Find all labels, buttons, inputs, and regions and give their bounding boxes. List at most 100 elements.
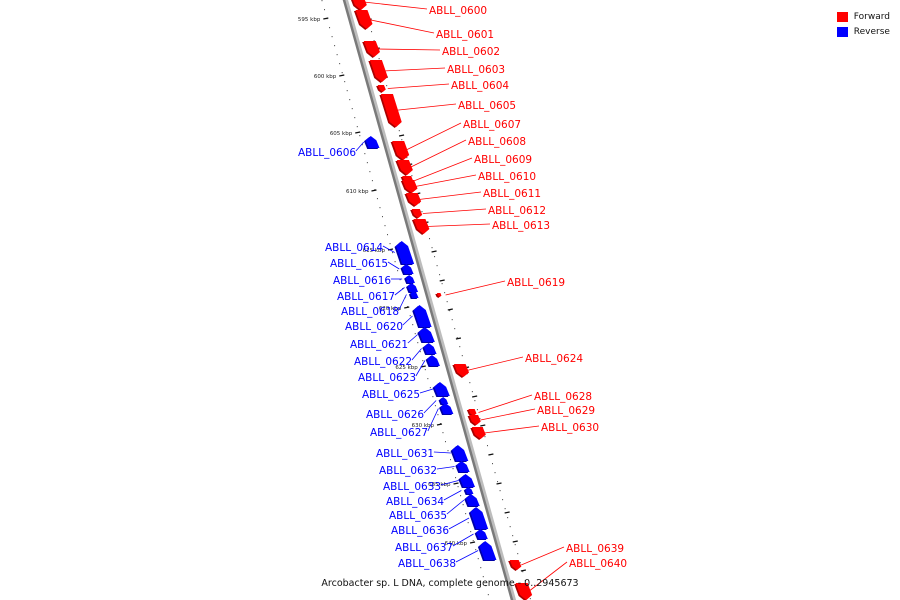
ruler-dot-right (446, 301, 448, 303)
ruler-dot-left (349, 99, 351, 101)
ruler-tick (339, 74, 345, 77)
gene-label-ABLL_0639[interactable]: ABLL_0639 (566, 543, 624, 555)
ruler-dot-right (439, 274, 441, 276)
gene-label-ABLL_0617[interactable]: ABLL_0617 (337, 291, 395, 303)
gene-block-ABLL_0611[interactable] (406, 193, 422, 206)
gene-block-ABLL_0639[interactable] (509, 560, 522, 570)
gene-block-ABLL_0612[interactable] (411, 209, 423, 218)
gene-label-ABLL_0607[interactable]: ABLL_0607 (463, 119, 521, 131)
gene-label-ABLL_0619[interactable]: ABLL_0619 (507, 277, 565, 289)
gene-label-ABLL_0621[interactable]: ABLL_0621 (350, 339, 408, 351)
gene-label-ABLL_0628[interactable]: ABLL_0628 (534, 391, 592, 403)
ruler-dot-left (482, 576, 484, 578)
gene-label-ABLL_0609[interactable]: ABLL_0609 (474, 154, 532, 166)
gene-block-ABLL_0613[interactable] (413, 219, 430, 234)
ruler-dot-left (369, 171, 371, 173)
gene-label-ABLL_0615[interactable]: ABLL_0615 (330, 258, 388, 270)
gene-block-ABLL_0640[interactable] (515, 583, 533, 600)
gene-label-ABLL_0620[interactable]: ABLL_0620 (345, 321, 403, 333)
gene-block-ABLL_0637[interactable] (476, 529, 488, 539)
ruler-dot-right (512, 535, 514, 537)
gene-label-ABLL_0606[interactable]: ABLL_0606 (298, 147, 356, 159)
gene-label-ABLL_0603[interactable]: ABLL_0603 (447, 64, 505, 76)
gene-label-ABLL_0613[interactable]: ABLL_0613 (492, 220, 550, 232)
gene-block-ABLL_0616[interactable] (405, 275, 415, 283)
leader-ABLL_0604 (387, 83, 450, 89)
gene-label-ABLL_0626[interactable]: ABLL_0626 (366, 409, 424, 421)
gene-block-ABLL_0601[interactable] (355, 10, 373, 29)
gene-label-ABLL_0638[interactable]: ABLL_0638 (398, 558, 456, 570)
ruler-tick-right (472, 395, 478, 398)
gene-block-ABLL_0600[interactable] (351, 0, 367, 10)
gene-block-ABLL_0608[interactable] (396, 160, 413, 175)
gene-block-ABLL_0622[interactable] (423, 343, 437, 354)
gene-block-ABLL_0605[interactable] (380, 94, 402, 127)
gene-label-ABLL_0631[interactable]: ABLL_0631 (376, 448, 434, 460)
leader-ABLL_0602 (376, 48, 441, 51)
gene-label-ABLL_0605[interactable]: ABLL_0605 (458, 100, 516, 112)
gene-block-ABLL_0617[interactable] (407, 283, 419, 292)
gene-label-ABLL_0618[interactable]: ABLL_0618 (341, 306, 399, 318)
ruler-dot-left (432, 396, 434, 398)
gene-label-ABLL_0635[interactable]: ABLL_0635 (389, 510, 447, 522)
gene-block-ABLL_0634[interactable] (465, 487, 474, 494)
gene-block-ABLL_0621[interactable] (418, 327, 435, 342)
gene-block-ABLL_0627[interactable] (440, 403, 454, 414)
gene-label-ABLL_0637[interactable]: ABLL_0637 (395, 542, 453, 554)
gene-block-ABLL_0631[interactable] (452, 445, 469, 461)
gene-block-ABLL_0610[interactable] (402, 180, 418, 193)
gene-label-ABLL_0602[interactable]: ABLL_0602 (442, 46, 500, 58)
gene-block-ABLL_0630[interactable] (471, 427, 486, 439)
ruler-tick-right (496, 482, 502, 485)
gene-label-ABLL_0629[interactable]: ABLL_0629 (537, 405, 595, 417)
gene-label-ABLL_0625[interactable]: ABLL_0625 (362, 389, 420, 401)
ruler-dot-right (514, 544, 516, 546)
gene-block-ABLL_0625[interactable] (434, 382, 450, 396)
gene-label-ABLL_0608[interactable]: ABLL_0608 (468, 136, 526, 148)
gene-label-ABLL_0616[interactable]: ABLL_0616 (333, 275, 391, 287)
gene-block-ABLL_0602[interactable] (363, 41, 380, 57)
gene-label-ABLL_0623[interactable]: ABLL_0623 (358, 372, 416, 384)
gene-block-ABLL_0614[interactable] (396, 241, 415, 264)
gene-label-ABLL_0640[interactable]: ABLL_0640 (569, 558, 627, 570)
gene-label-ABLL_0624[interactable]: ABLL_0624 (525, 353, 583, 365)
gene-label-ABLL_0633[interactable]: ABLL_0633 (383, 481, 441, 493)
gene-block-ABLL_0620[interactable] (413, 305, 432, 327)
gene-label-ABLL_0604[interactable]: ABLL_0604 (451, 80, 509, 92)
gene-block-ABLL_0607[interactable] (392, 141, 410, 160)
gene-label-ABLL_0634[interactable]: ABLL_0634 (386, 496, 444, 508)
gene-block-ABLL_0636[interactable] (470, 507, 489, 529)
gene-label-ABLL_0636[interactable]: ABLL_0636 (391, 525, 449, 537)
gene-label-ABLL_0601[interactable]: ABLL_0601 (436, 29, 494, 41)
gene-label-ABLL_0632[interactable]: ABLL_0632 (379, 465, 437, 477)
gene-block-ABLL_0628[interactable] (468, 409, 477, 416)
gene-label-ABLL_0610[interactable]: ABLL_0610 (478, 171, 536, 183)
gene-block-ABLL_0618[interactable] (410, 291, 419, 298)
leader-ABLL_0635 (446, 499, 465, 515)
gene-block-ABLL_0633[interactable] (459, 474, 476, 487)
gene-block-ABLL_0635[interactable] (465, 494, 480, 506)
gene-block-ABLL_0624[interactable] (453, 364, 470, 377)
ruler-dot-right (486, 445, 488, 447)
gene-block-ABLL_0603[interactable] (369, 60, 388, 82)
gene-label-ABLL_0614[interactable]: ABLL_0614 (325, 242, 383, 254)
gene-block-ABLL_0632[interactable] (456, 461, 470, 472)
gene-label-ABLL_0611[interactable]: ABLL_0611 (483, 188, 541, 200)
gene-label-ABLL_0627[interactable]: ABLL_0627 (370, 427, 428, 439)
gene-block-ABLL_0629[interactable] (469, 415, 481, 425)
gene-block-ABLL_0606[interactable] (365, 136, 380, 148)
gene-block-ABLL_0615[interactable] (401, 264, 414, 274)
ruler-dot-left (389, 243, 391, 245)
gene-label-ABLL_0622[interactable]: ABLL_0622 (354, 356, 412, 368)
gene-block-ABLL_0638[interactable] (479, 541, 497, 560)
gene-block-ABLL_0623[interactable] (427, 355, 440, 366)
gene-block-ABLL_0604[interactable] (377, 85, 386, 92)
ruler-dot-left (329, 27, 331, 29)
gene-label-ABLL_0630[interactable]: ABLL_0630 (541, 422, 599, 434)
gene-block-ABLL_0619[interactable] (436, 293, 442, 297)
gene-label-ABLL_0612[interactable]: ABLL_0612 (488, 205, 546, 217)
gene-label-ABLL_0600[interactable]: ABLL_0600 (429, 5, 487, 17)
leader-ABLL_0631 (433, 451, 451, 454)
gene-block-ABLL_0626[interactable] (440, 397, 449, 404)
leader-ABLL_0639 (521, 546, 565, 566)
